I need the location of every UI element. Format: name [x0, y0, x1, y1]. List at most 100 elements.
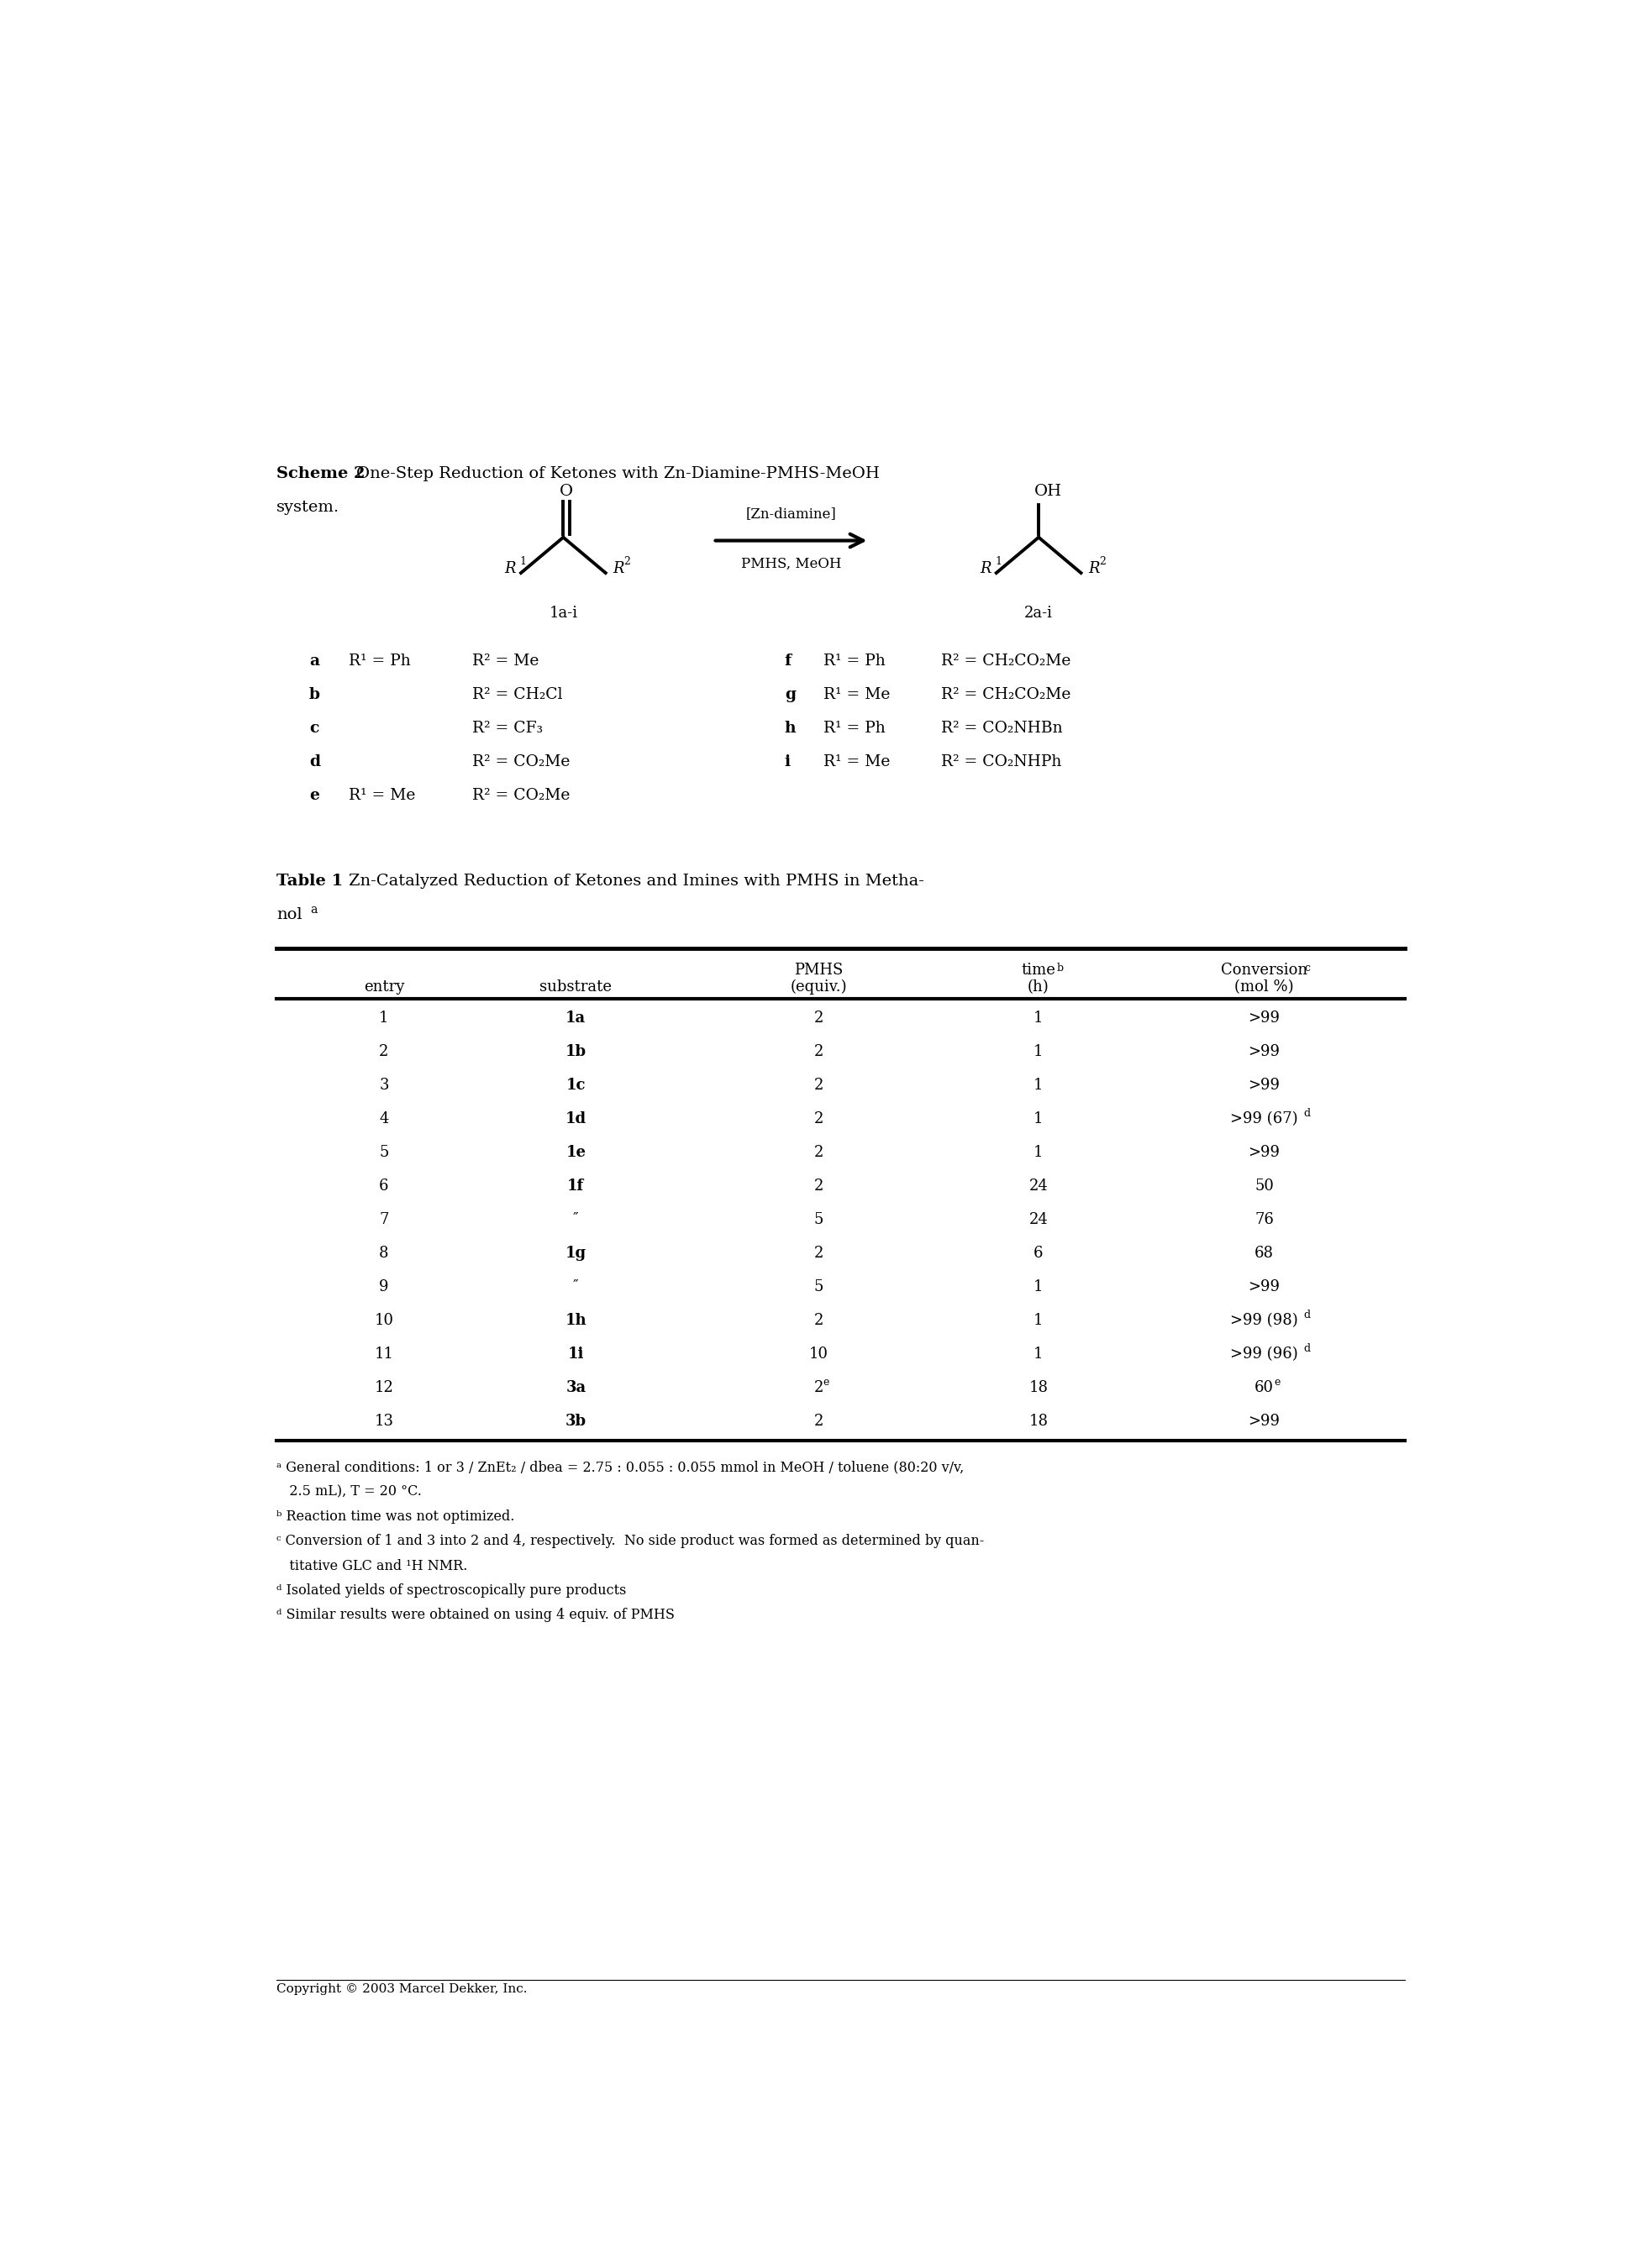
- Text: 2: 2: [814, 1043, 824, 1059]
- Text: 6: 6: [1034, 1245, 1044, 1261]
- Text: system.: system.: [277, 499, 340, 515]
- Text: R² = Me: R² = Me: [473, 653, 538, 669]
- Text: R² = CO₂Me: R² = CO₂Me: [473, 789, 569, 803]
- Text: 76: 76: [1255, 1211, 1273, 1227]
- Text: ᶜ Conversion of 1 and 3 into 2 and 4, respectively.  No side product was formed : ᶜ Conversion of 1 and 3 into 2 and 4, re…: [277, 1533, 985, 1549]
- Text: (equiv.): (equiv.): [789, 980, 847, 993]
- Text: nol: nol: [277, 907, 302, 923]
- Text: 10: 10: [809, 1347, 829, 1361]
- Text: 1: 1: [520, 556, 527, 567]
- Text: R² = CH₂CO₂Me: R² = CH₂CO₂Me: [940, 687, 1070, 703]
- Text: 6: 6: [379, 1179, 389, 1193]
- Text: >99: >99: [1249, 1413, 1280, 1429]
- Text: 2.5 mL), T = 20 °C.: 2.5 mL), T = 20 °C.: [277, 1486, 422, 1499]
- Text: 9: 9: [379, 1279, 389, 1295]
- Text: 2: 2: [814, 1245, 824, 1261]
- Text: 2: 2: [814, 1077, 824, 1093]
- Text: 2: 2: [814, 1381, 824, 1395]
- Text: R² = CO₂NHBn: R² = CO₂NHBn: [940, 721, 1062, 737]
- Text: i: i: [784, 755, 791, 769]
- Text: 2: 2: [814, 1111, 824, 1127]
- Text: O: O: [560, 483, 573, 499]
- Text: g: g: [784, 687, 796, 703]
- Text: 18: 18: [1029, 1381, 1049, 1395]
- Text: 2: 2: [379, 1043, 389, 1059]
- Text: 1d: 1d: [565, 1111, 586, 1127]
- Text: a: a: [310, 905, 318, 916]
- Text: Table 1: Table 1: [277, 873, 343, 889]
- Text: entry: entry: [364, 980, 404, 993]
- Text: d: d: [1303, 1107, 1310, 1118]
- Text: ″: ″: [573, 1211, 579, 1227]
- Text: 68: 68: [1254, 1245, 1273, 1261]
- Text: ᵈ Isolated yields of spectroscopically pure products: ᵈ Isolated yields of spectroscopically p…: [277, 1583, 627, 1597]
- Text: c: c: [309, 721, 318, 737]
- Text: 8: 8: [379, 1245, 389, 1261]
- Text: 1: 1: [1034, 1111, 1044, 1127]
- Text: 1: 1: [1034, 1077, 1044, 1093]
- Text: (mol %): (mol %): [1234, 980, 1293, 993]
- Text: One-Step Reduction of Ketones with Zn-Diamine-PMHS-MeOH: One-Step Reduction of Ketones with Zn-Di…: [356, 467, 880, 481]
- Text: R: R: [1088, 560, 1099, 576]
- Text: ᵇ Reaction time was not optimized.: ᵇ Reaction time was not optimized.: [277, 1510, 515, 1524]
- Text: [Zn-diamine]: [Zn-diamine]: [747, 508, 837, 522]
- Text: d: d: [309, 755, 320, 769]
- Text: titative GLC and ¹H NMR.: titative GLC and ¹H NMR.: [277, 1558, 468, 1574]
- Text: 50: 50: [1255, 1179, 1273, 1193]
- Text: 1g: 1g: [565, 1245, 586, 1261]
- Text: 3b: 3b: [565, 1413, 586, 1429]
- Text: 60: 60: [1254, 1381, 1273, 1395]
- Text: R² = CF₃: R² = CF₃: [473, 721, 543, 737]
- Text: c: c: [1305, 962, 1311, 973]
- Text: R² = CH₂Cl: R² = CH₂Cl: [473, 687, 563, 703]
- Text: f: f: [784, 653, 791, 669]
- Text: 7: 7: [379, 1211, 389, 1227]
- Text: >99: >99: [1249, 1077, 1280, 1093]
- Text: 2: 2: [814, 1009, 824, 1025]
- Text: R¹ = Me: R¹ = Me: [824, 755, 891, 769]
- Text: PMHS: PMHS: [794, 962, 843, 978]
- Text: 1: 1: [1034, 1043, 1044, 1059]
- Text: >99: >99: [1249, 1009, 1280, 1025]
- Text: 1: 1: [1034, 1279, 1044, 1295]
- Text: 1i: 1i: [568, 1347, 584, 1361]
- Text: 2: 2: [814, 1413, 824, 1429]
- Text: R: R: [614, 560, 624, 576]
- Text: 1h: 1h: [565, 1313, 586, 1329]
- Text: 2: 2: [814, 1313, 824, 1329]
- Text: ᵈ Similar results were obtained on using 4 equiv. of PMHS: ᵈ Similar results were obtained on using…: [277, 1608, 674, 1622]
- Text: 1e: 1e: [566, 1145, 586, 1159]
- Text: 1c: 1c: [566, 1077, 586, 1093]
- Text: R² = CO₂Me: R² = CO₂Me: [473, 755, 569, 769]
- Text: 1: 1: [379, 1009, 389, 1025]
- Text: 5: 5: [814, 1279, 824, 1295]
- Text: PMHS, MeOH: PMHS, MeOH: [742, 556, 842, 572]
- Text: 4: 4: [379, 1111, 389, 1127]
- Text: R: R: [504, 560, 515, 576]
- Text: >99 (98): >99 (98): [1231, 1313, 1298, 1329]
- Text: 1a: 1a: [566, 1009, 586, 1025]
- Text: 2a-i: 2a-i: [1024, 606, 1054, 621]
- Text: 18: 18: [1029, 1413, 1049, 1429]
- Text: R¹ = Me: R¹ = Me: [824, 687, 891, 703]
- Text: 10: 10: [374, 1313, 394, 1329]
- Text: h: h: [784, 721, 796, 737]
- Text: ᵃ General conditions: 1 or 3 / ZnEt₂ / dbea = 2.75 : 0.055 : 0.055 mmol in MeOH : ᵃ General conditions: 1 or 3 / ZnEt₂ / d…: [277, 1461, 965, 1474]
- Text: 11: 11: [374, 1347, 394, 1361]
- Text: d: d: [1303, 1309, 1310, 1320]
- Text: R: R: [980, 560, 991, 576]
- Text: OH: OH: [1034, 483, 1062, 499]
- Text: d: d: [1303, 1343, 1310, 1354]
- Text: 2: 2: [814, 1145, 824, 1159]
- Text: 1: 1: [1034, 1009, 1044, 1025]
- Text: b: b: [1057, 962, 1063, 973]
- Text: Copyright © 2003 Marcel Dekker, Inc.: Copyright © 2003 Marcel Dekker, Inc.: [277, 1982, 527, 1996]
- Text: 1b: 1b: [565, 1043, 586, 1059]
- Text: 24: 24: [1029, 1211, 1049, 1227]
- Text: R¹ = Ph: R¹ = Ph: [824, 721, 886, 737]
- Text: R² = CO₂NHPh: R² = CO₂NHPh: [940, 755, 1062, 769]
- Text: 24: 24: [1029, 1179, 1049, 1193]
- Text: 1: 1: [1034, 1145, 1044, 1159]
- Text: >99: >99: [1249, 1279, 1280, 1295]
- Text: 1: 1: [994, 556, 1001, 567]
